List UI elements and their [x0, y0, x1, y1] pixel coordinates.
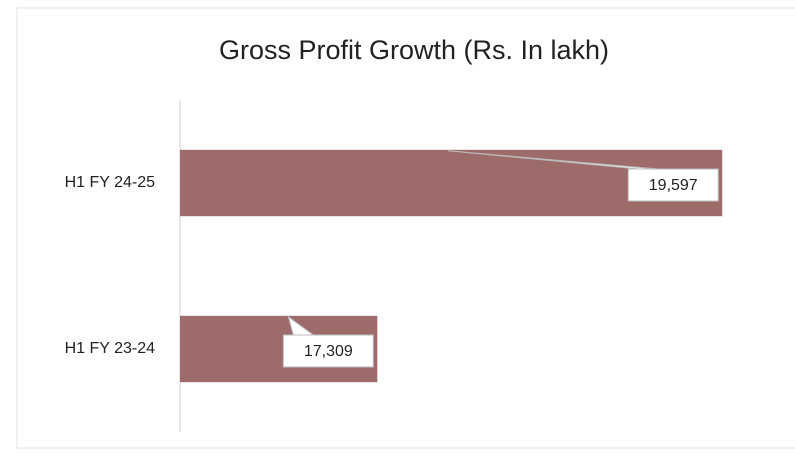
label-box	[282, 334, 374, 368]
y-tick-label: H1 FY 24-25	[65, 174, 156, 191]
y-tick-label: H1 FY 23-24	[65, 340, 156, 357]
chart-frame	[16, 7, 795, 449]
label-box	[627, 168, 719, 202]
data-label: 19,597	[649, 177, 698, 194]
chart-title: Gross Profit Growth (Rs. In lakh)	[219, 35, 609, 65]
data-label: 17,309	[304, 343, 353, 360]
